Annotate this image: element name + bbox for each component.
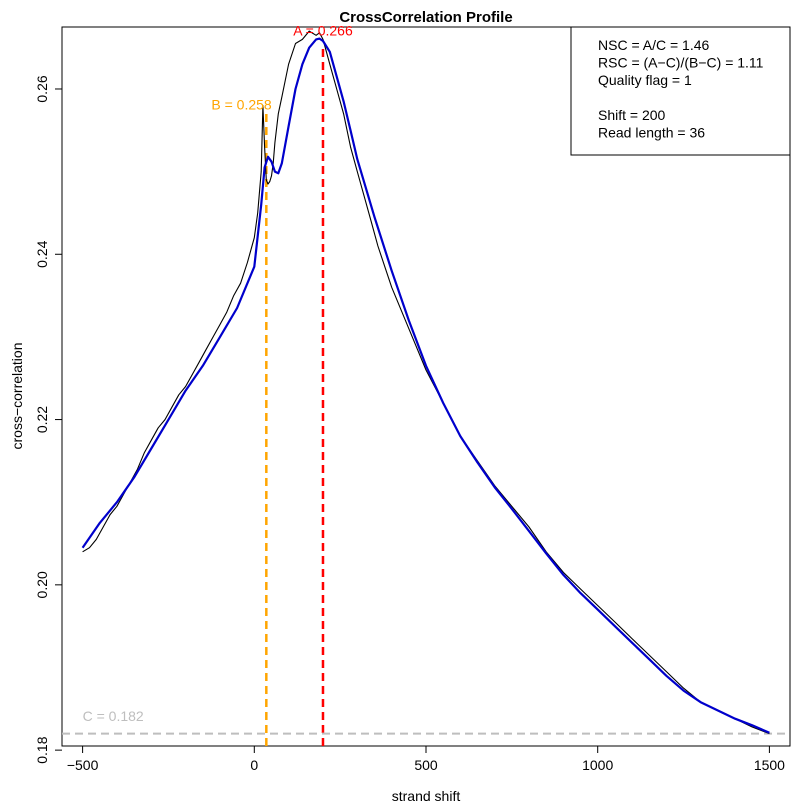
legend-line: Read length = 36	[598, 125, 705, 141]
x-tick-label: 0	[250, 757, 258, 773]
annotation-b: B = 0.258	[211, 97, 272, 113]
stats-legend: NSC = A/C = 1.46 RSC = (A−C)/(B−C) = 1.11…	[570, 26, 791, 156]
y-tick-label: 0.24	[34, 240, 50, 267]
y-tick-label: 0.26	[34, 75, 50, 102]
legend-line: Quality flag = 1	[598, 72, 692, 88]
annotations-layer: A = 0.266 B = 0.258 C = 0.182	[83, 22, 353, 724]
x-tick-label: 1500	[754, 757, 785, 773]
x-axis-label: strand shift	[392, 788, 461, 804]
legend-line: Shift = 200	[598, 107, 666, 123]
y-tick-label: 0.18	[34, 736, 50, 763]
x-tick-label: 1000	[582, 757, 613, 773]
smoothed-series-line	[81, 37, 770, 734]
annotation-c: C = 0.182	[83, 708, 144, 724]
y-tick-label: 0.22	[34, 406, 50, 433]
y-axis-label: cross−correlation	[9, 343, 25, 450]
reference-lines-layer	[62, 45, 790, 746]
annotation-a: A = 0.266	[293, 22, 353, 38]
legend-line: RSC = (A−C)/(B−C) = 1.11	[598, 55, 764, 71]
y-tick-label: 0.20	[34, 571, 50, 598]
x-tick-label: 500	[414, 757, 438, 773]
legend-line: NSC = A/C = 1.46	[598, 37, 709, 53]
x-tick-label: −500	[67, 757, 99, 773]
axes-layer: −500 0 500 1000 1500 0.18 0.20 0.22 0.24 0.26	[34, 26, 791, 773]
chart-title: CrossCorrelation Profile	[339, 9, 512, 26]
series-layer	[81, 30, 770, 735]
legend-box	[570, 26, 791, 156]
